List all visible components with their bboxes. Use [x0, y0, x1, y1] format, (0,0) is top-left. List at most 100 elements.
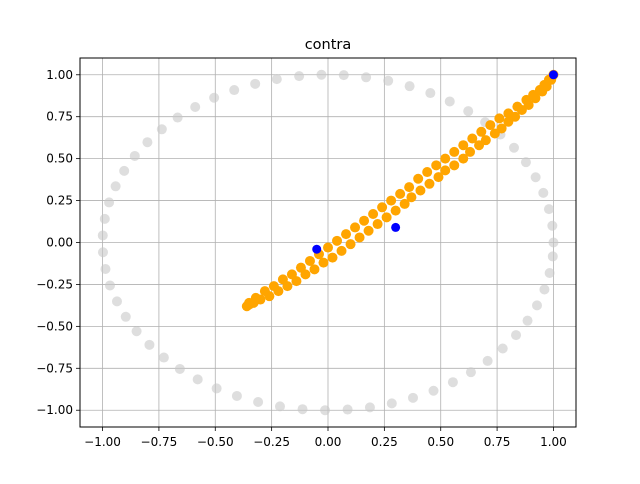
x-tick-label: −0.75 — [141, 435, 178, 449]
trajectory-point — [332, 235, 343, 246]
trajectory-point — [458, 153, 469, 164]
trajectory-point — [363, 225, 374, 236]
circle-point — [142, 137, 153, 148]
plot-area — [79, 57, 577, 428]
unit-circle-series — [97, 69, 559, 416]
trajectory-point — [295, 262, 306, 273]
circle-point — [404, 81, 415, 92]
trajectory-point — [449, 160, 460, 171]
circle-point — [274, 401, 285, 412]
trajectory-point — [304, 255, 315, 266]
y-tick-label: 0.25 — [46, 194, 73, 208]
circle-point — [428, 385, 439, 396]
circle-point — [538, 187, 549, 198]
trajectory-point — [431, 160, 442, 171]
circle-point — [99, 213, 110, 224]
y-tick-label: 0.50 — [46, 152, 73, 166]
circle-point — [444, 96, 455, 107]
blue-marker — [548, 70, 558, 80]
trajectory-point — [489, 128, 500, 139]
trajectory-point — [309, 264, 320, 275]
x-tick-label: −1.00 — [84, 435, 121, 449]
circle-point — [509, 142, 519, 153]
y-axis-ticks: −1.00 −0.75 −0.50 −0.25 0.00 0.25 0.50 0.75 1.00 — [36, 68, 80, 417]
trajectory-point — [359, 215, 370, 226]
x-axis-ticks: −1.00 −0.75 −0.50 −0.25 0.00 0.25 0.50 0.75 1.00 — [84, 427, 567, 449]
circle-point — [100, 264, 111, 275]
trajectory-point — [395, 188, 406, 199]
trajectory-point — [386, 195, 397, 206]
trajectory-point — [268, 281, 279, 292]
circle-point — [129, 150, 140, 161]
circle-point — [338, 70, 349, 81]
trajectory-point — [503, 108, 514, 119]
circle-point — [386, 398, 397, 409]
circle-point — [522, 315, 533, 326]
circle-point — [110, 181, 121, 192]
circle-point — [192, 374, 203, 385]
circle-point — [543, 204, 554, 215]
y-tick-label: −1.00 — [36, 403, 73, 417]
circle-point — [463, 106, 474, 117]
circle-point — [497, 343, 508, 354]
trajectory-point — [318, 257, 329, 268]
y-tick-label: 1.00 — [46, 68, 73, 82]
circle-point — [209, 92, 220, 103]
circle-point — [190, 101, 201, 112]
circle-point — [407, 392, 418, 403]
trajectory-point — [327, 252, 338, 263]
y-tick-label: −0.75 — [36, 361, 73, 375]
circle-point — [547, 251, 558, 262]
circle-point — [297, 404, 308, 415]
trajectory-point — [465, 146, 476, 157]
circle-point — [320, 405, 331, 416]
circle-point — [104, 197, 115, 208]
trajectory-point — [286, 269, 297, 280]
marker-series — [312, 70, 558, 254]
circle-point — [271, 74, 282, 85]
trajectory-point — [350, 222, 361, 233]
trajectory-point — [250, 292, 261, 303]
circle-point — [229, 85, 240, 96]
trajectory-point — [476, 126, 487, 137]
circle-point — [253, 397, 264, 408]
x-tick-label: 1.00 — [540, 435, 567, 449]
circle-point — [316, 69, 327, 80]
circle-point — [364, 402, 375, 413]
circle-point — [250, 78, 261, 89]
trajectory-point — [458, 140, 469, 151]
circle-point — [520, 157, 531, 168]
circle-point — [131, 326, 142, 337]
circle-point — [531, 300, 542, 311]
circle-point — [548, 237, 559, 248]
x-tick-label: 0.00 — [315, 435, 342, 449]
trajectory-point — [404, 182, 415, 193]
circle-point — [158, 352, 169, 363]
trajectory-point — [424, 178, 435, 189]
circle-point — [361, 72, 372, 83]
circle-point — [97, 247, 108, 258]
trajectory-point — [354, 232, 365, 243]
circle-point — [465, 367, 476, 378]
circle-point — [119, 165, 130, 176]
trajectory-point — [494, 113, 505, 124]
x-tick-label: 0.50 — [427, 435, 454, 449]
trajectory-point — [368, 208, 379, 219]
x-tick-label: 0.25 — [371, 435, 398, 449]
trajectory-point — [467, 133, 478, 144]
circle-point — [104, 280, 115, 291]
circle-point — [174, 363, 185, 374]
x-tick-label: −0.50 — [197, 435, 234, 449]
trajectory-point — [377, 202, 388, 213]
trajectory-point — [474, 140, 485, 151]
circle-point — [342, 404, 353, 415]
circle-point — [447, 377, 458, 388]
y-tick-label: 0.00 — [46, 236, 73, 250]
trajectory-point — [341, 229, 352, 240]
circle-point — [111, 296, 122, 307]
trajectory-point — [413, 173, 424, 184]
x-tick-label: −0.25 — [253, 435, 290, 449]
